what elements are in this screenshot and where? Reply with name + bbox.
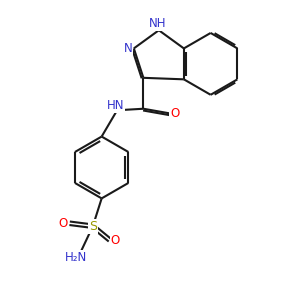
Text: S: S <box>89 220 97 233</box>
Text: NH: NH <box>148 17 166 30</box>
Text: H₂N: H₂N <box>65 251 87 264</box>
Text: O: O <box>58 217 68 230</box>
Text: O: O <box>110 234 120 247</box>
Text: N: N <box>124 42 132 55</box>
Text: O: O <box>170 107 180 120</box>
Text: HN: HN <box>107 99 124 112</box>
